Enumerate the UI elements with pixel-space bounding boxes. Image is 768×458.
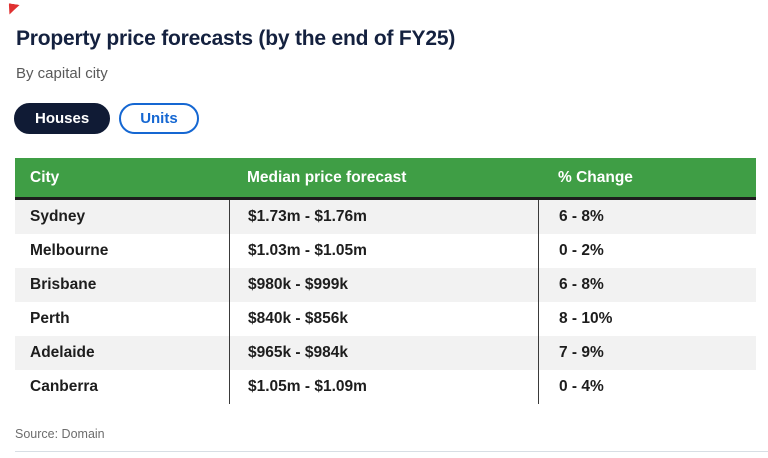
table-row: Brisbane $980k - $999k 6 - 8% xyxy=(15,268,756,302)
table-row: Sydney $1.73m - $1.76m 6 - 8% xyxy=(15,200,756,234)
houses-toggle-button[interactable]: Houses xyxy=(14,103,111,134)
table-header-row: City Median price forecast % Change xyxy=(15,158,756,200)
table-row: Adelaide $965k - $984k 7 - 9% xyxy=(15,336,756,370)
view-toggle-group: Houses Units xyxy=(14,103,199,134)
cell-change: 0 - 2% xyxy=(538,234,756,268)
cell-city: Perth xyxy=(30,310,70,327)
cell-price: $840k - $856k xyxy=(229,302,538,336)
cell-city: Adelaide xyxy=(30,344,95,361)
cell-change: 6 - 8% xyxy=(538,268,756,302)
column-header-price: Median price forecast xyxy=(247,168,407,186)
cell-price: $1.73m - $1.76m xyxy=(229,200,538,234)
cell-city: Melbourne xyxy=(30,242,109,259)
page-title: Property price forecasts (by the end of … xyxy=(16,27,456,50)
cell-change: 7 - 9% xyxy=(538,336,756,370)
column-header-city: City xyxy=(30,168,60,186)
table-row: Perth $840k - $856k 8 - 10% xyxy=(15,302,756,336)
column-header-change: % Change xyxy=(558,168,633,186)
cell-change: 0 - 4% xyxy=(538,370,756,404)
cell-city: Canberra xyxy=(30,378,99,395)
cell-city: Sydney xyxy=(30,208,86,225)
red-flag-icon xyxy=(7,3,19,15)
table-row: Canberra $1.05m - $1.09m 0 - 4% xyxy=(15,370,756,404)
cell-price: $980k - $999k xyxy=(229,268,538,302)
cell-change: 6 - 8% xyxy=(538,200,756,234)
cell-city: Brisbane xyxy=(30,276,97,293)
cell-price: $1.03m - $1.05m xyxy=(229,234,538,268)
bottom-divider xyxy=(15,451,768,452)
table-row: Melbourne $1.03m - $1.05m 0 - 2% xyxy=(15,234,756,268)
cell-price: $1.05m - $1.09m xyxy=(229,370,538,404)
cell-change: 8 - 10% xyxy=(538,302,756,336)
units-toggle-button[interactable]: Units xyxy=(119,103,199,134)
forecast-table: City Median price forecast % Change Sydn… xyxy=(15,158,756,404)
cell-price: $965k - $984k xyxy=(229,336,538,370)
source-label: Source: Domain xyxy=(15,427,105,441)
page-subtitle: By capital city xyxy=(16,65,108,82)
